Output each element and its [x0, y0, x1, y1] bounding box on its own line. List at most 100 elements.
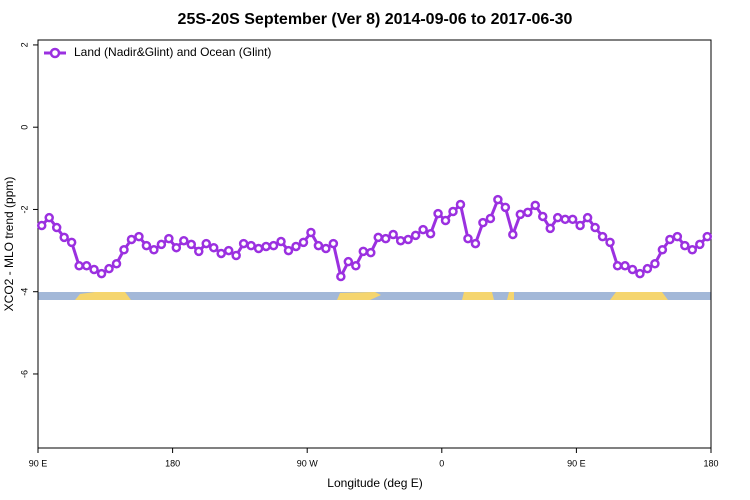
data-point [552, 212, 563, 223]
data-point [343, 256, 354, 267]
y-tick-label: -2 [19, 205, 29, 213]
data-point [463, 233, 473, 244]
data-point [306, 227, 316, 238]
data-point [291, 241, 301, 252]
data-point [597, 231, 608, 242]
data-point [515, 209, 526, 220]
plot-frame [37, 39, 712, 449]
data-point [478, 217, 488, 228]
data-point [523, 207, 533, 218]
data-point [627, 264, 638, 275]
data-point [380, 233, 391, 244]
data-point [223, 245, 234, 256]
data-point [164, 233, 174, 244]
data-point [313, 240, 324, 251]
data-point [104, 263, 114, 274]
data-point [485, 213, 496, 224]
land-band [75, 292, 131, 300]
y-axis-label: XCO2 - MLO trend (ppm) [2, 177, 16, 312]
data-point [59, 232, 69, 243]
data-point [455, 199, 466, 210]
data-point [216, 248, 226, 259]
data-point [134, 231, 144, 242]
x-tick-label: 0 [439, 458, 444, 468]
land-band [462, 292, 494, 300]
x-tick-label: 180 [703, 458, 718, 468]
data-point [51, 222, 62, 233]
data-point [388, 229, 398, 240]
data-point [642, 263, 653, 274]
y-tick-label: 2 [19, 42, 29, 47]
data-point [111, 258, 122, 269]
data-point [186, 239, 197, 250]
data-point [96, 268, 107, 279]
data-point [171, 242, 182, 253]
data-point [665, 234, 675, 245]
data-point [395, 235, 406, 246]
data-point [373, 232, 383, 243]
data-point [612, 261, 623, 271]
data-point [358, 246, 369, 257]
data-point [575, 220, 585, 231]
data-point [470, 238, 481, 249]
data-point [261, 241, 271, 252]
data-point [74, 261, 84, 271]
data-point [268, 240, 279, 251]
data-point [500, 202, 511, 213]
data-point [156, 239, 167, 250]
data-point [66, 237, 77, 248]
data-point [418, 224, 428, 235]
data-point [538, 211, 548, 222]
legend-marker [49, 47, 61, 59]
y-tick-label: -4 [19, 288, 29, 296]
data-point [672, 231, 683, 242]
data-point [89, 264, 99, 275]
data-point [702, 231, 713, 242]
data-point [141, 240, 152, 251]
data-point [328, 238, 339, 249]
data-point [298, 237, 309, 248]
x-tick-label: 90 E [29, 458, 48, 468]
data-point [425, 228, 436, 239]
x-tick-label: 90 E [567, 458, 586, 468]
data-point [590, 222, 600, 233]
x-axis-label: Longitude (deg E) [327, 476, 422, 490]
data-point [44, 212, 54, 223]
land-band [337, 292, 381, 300]
data-point [440, 215, 451, 226]
data-point [201, 238, 211, 249]
data-point [231, 250, 241, 261]
data-point [695, 239, 705, 250]
data-point [433, 208, 443, 219]
data-point [149, 245, 159, 255]
data-point [81, 261, 92, 271]
data-point [448, 206, 458, 217]
data-point [253, 243, 264, 254]
data-point [126, 234, 137, 245]
data-point [650, 258, 660, 269]
data-point [582, 212, 593, 223]
data-point [283, 245, 294, 256]
data-point [336, 271, 346, 282]
data-point [119, 245, 129, 255]
x-tick-label: 90 W [297, 458, 319, 468]
data-point [657, 245, 668, 255]
land-band [507, 292, 514, 300]
x-tick-label: 180 [165, 458, 180, 468]
y-tick-label: 0 [19, 125, 29, 130]
data-point [321, 243, 331, 254]
data-point [567, 214, 578, 225]
data-point [605, 237, 615, 248]
data-point [238, 238, 249, 249]
data-point [36, 220, 47, 231]
data-point [545, 223, 555, 234]
data-point [635, 268, 645, 279]
data-point [493, 194, 503, 205]
data-point [208, 242, 219, 253]
chart-title: 25S-20S September (Ver 8) 2014-09-06 to … [178, 11, 573, 28]
data-point [508, 229, 518, 240]
data-point [530, 200, 541, 211]
data-point [366, 247, 376, 258]
data-point [620, 261, 630, 271]
